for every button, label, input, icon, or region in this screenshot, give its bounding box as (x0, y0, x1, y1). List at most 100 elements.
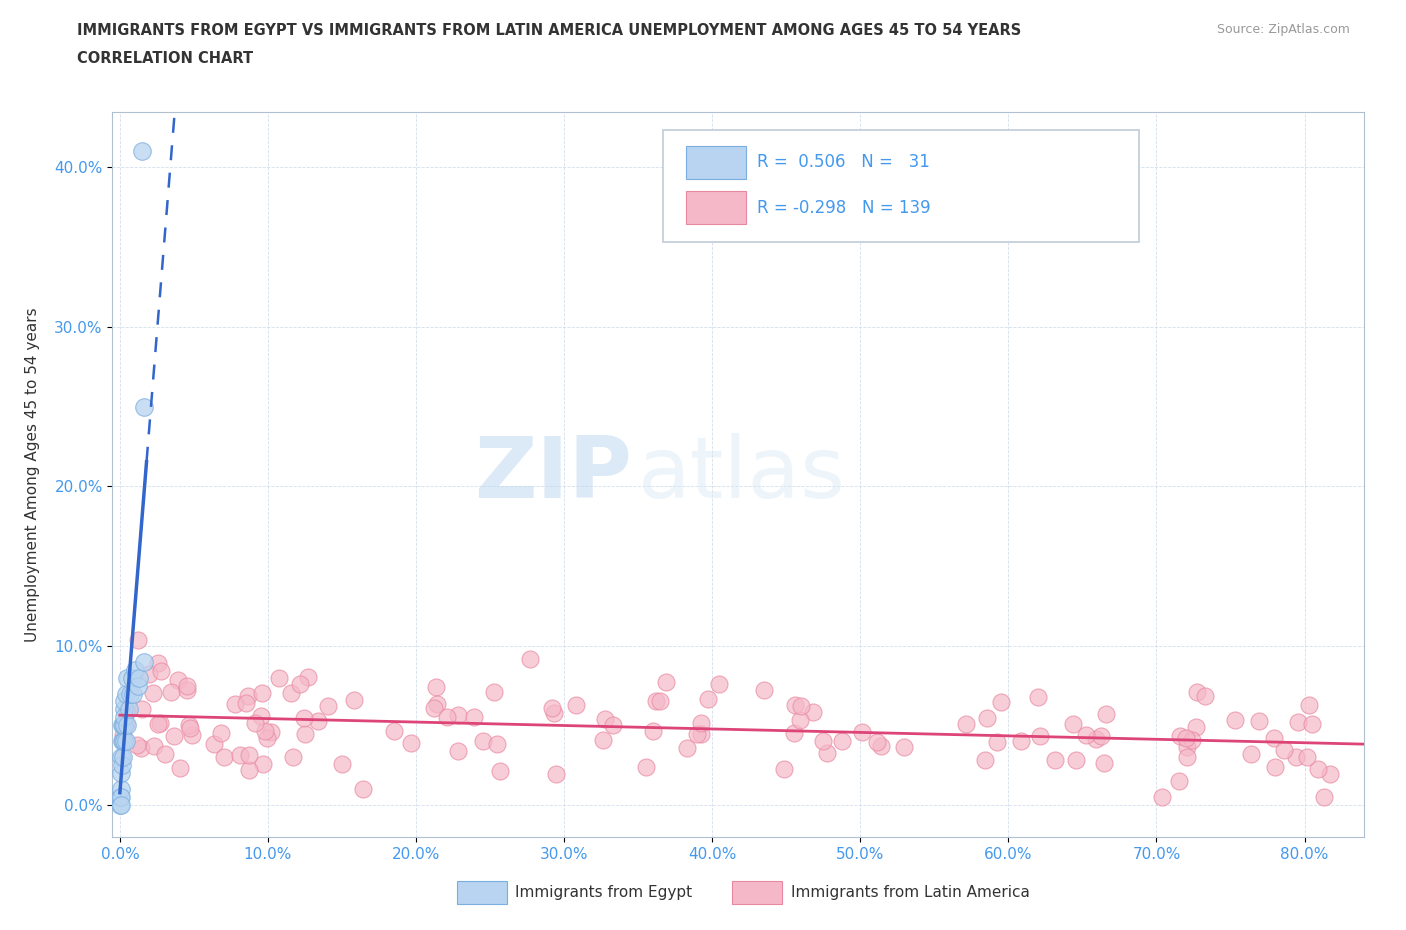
Point (1185, 720, 1208, 735)
Point (1094, 707, 1116, 722)
Point (111, 734, 134, 749)
Point (110, 750, 132, 764)
Point (1175, 730, 1198, 745)
Point (132, 654, 155, 669)
Point (752, 683, 775, 698)
Point (976, 711, 998, 726)
Point (686, 726, 709, 741)
Point (112, 727, 135, 742)
Point (1029, 728, 1052, 743)
Point (425, 679, 447, 694)
Point (986, 735, 1008, 750)
Point (1045, 752, 1067, 767)
Point (803, 704, 825, 719)
Point (253, 724, 276, 738)
Point (782, 725, 804, 740)
Point (783, 698, 806, 712)
Point (235, 696, 257, 711)
Point (447, 744, 470, 759)
Point (111, 750, 134, 764)
Point (565, 698, 588, 712)
Text: Immigrants from Egypt: Immigrants from Egypt (516, 885, 693, 900)
Text: R =  0.506   N =   31: R = 0.506 N = 31 (756, 153, 929, 171)
Point (127, 678, 149, 693)
Point (602, 717, 624, 732)
Text: R = -0.298   N = 139: R = -0.298 N = 139 (756, 199, 931, 217)
Point (112, 710, 135, 724)
FancyBboxPatch shape (686, 146, 745, 179)
Text: Source: ZipAtlas.com: Source: ZipAtlas.com (1216, 23, 1350, 36)
Point (1194, 688, 1216, 703)
Point (644, 694, 666, 709)
Point (1284, 750, 1306, 764)
Point (281, 750, 304, 764)
Point (1064, 752, 1087, 767)
Point (789, 712, 811, 727)
Point (111, 758, 134, 773)
Point (110, 782, 132, 797)
Point (1026, 690, 1049, 705)
Point (159, 684, 181, 699)
Point (112, 702, 135, 717)
Point (307, 714, 329, 729)
Point (831, 734, 853, 749)
Text: atlas: atlas (638, 432, 846, 516)
Point (132, 399, 155, 414)
Point (176, 683, 198, 698)
Point (146, 656, 169, 671)
Point (111, 718, 134, 733)
Point (115, 704, 138, 719)
Point (488, 764, 510, 778)
Point (592, 733, 614, 748)
Y-axis label: Unemployment Among Ages 45 to 54 years: Unemployment Among Ages 45 to 54 years (25, 307, 41, 642)
Point (1240, 747, 1263, 762)
Point (1295, 750, 1317, 764)
Point (229, 747, 252, 762)
Point (1187, 684, 1209, 699)
Point (352, 782, 374, 797)
Point (124, 662, 146, 677)
Point (112, 734, 135, 749)
Point (209, 726, 232, 741)
Point (1168, 774, 1191, 789)
Point (1152, 790, 1174, 804)
Point (1085, 732, 1108, 747)
Point (519, 652, 541, 667)
Point (463, 710, 485, 724)
Point (250, 709, 273, 724)
Point (955, 716, 977, 731)
Point (697, 692, 720, 707)
Point (1286, 715, 1309, 730)
Point (773, 762, 796, 777)
Point (330, 756, 353, 771)
Point (143, 738, 166, 753)
Point (543, 705, 565, 720)
Point (280, 685, 302, 700)
Point (790, 698, 813, 713)
Point (676, 740, 699, 755)
Point (990, 694, 1012, 709)
Point (1090, 728, 1112, 743)
Point (224, 697, 246, 711)
FancyBboxPatch shape (686, 191, 745, 224)
Point (250, 685, 273, 700)
Point (108, 798, 131, 813)
Point (1181, 733, 1204, 748)
Point (111, 734, 134, 749)
Point (115, 717, 138, 732)
Point (815, 746, 838, 761)
Point (127, 632, 149, 647)
Point (1263, 730, 1285, 745)
Point (117, 718, 139, 733)
Point (893, 739, 915, 754)
Point (447, 708, 470, 723)
Point (142, 685, 165, 700)
Point (1062, 717, 1084, 732)
Point (111, 718, 134, 733)
Point (1010, 733, 1032, 748)
Point (382, 724, 405, 738)
Point (149, 716, 172, 731)
Point (153, 747, 176, 762)
Point (485, 737, 508, 751)
Text: Immigrants from Latin America: Immigrants from Latin America (790, 885, 1029, 900)
